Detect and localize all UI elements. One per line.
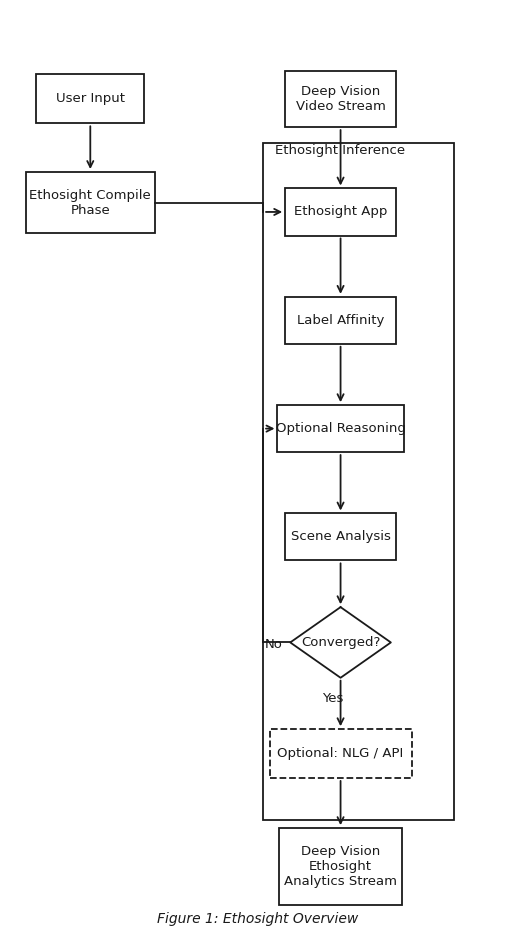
Text: Ethosight Inference: Ethosight Inference xyxy=(276,144,406,157)
Text: Deep Vision
Ethosight
Analytics Stream: Deep Vision Ethosight Analytics Stream xyxy=(284,845,397,888)
Bar xyxy=(285,188,396,236)
Polygon shape xyxy=(290,608,391,678)
Bar xyxy=(285,513,396,560)
Text: User Input: User Input xyxy=(56,92,125,106)
Text: Label Affinity: Label Affinity xyxy=(297,314,384,327)
Text: Ethosight Compile
Phase: Ethosight Compile Phase xyxy=(29,188,151,217)
Text: Converged?: Converged? xyxy=(301,636,380,649)
Bar xyxy=(285,297,396,344)
Text: Figure 1: Ethosight Overview: Figure 1: Ethosight Overview xyxy=(157,912,359,926)
Bar xyxy=(285,71,396,127)
Text: Deep Vision
Video Stream: Deep Vision Video Stream xyxy=(296,85,385,113)
Text: Optional: NLG / API: Optional: NLG / API xyxy=(278,747,404,760)
Bar xyxy=(26,171,155,233)
Text: Yes: Yes xyxy=(322,692,344,706)
Bar xyxy=(279,828,402,905)
Bar xyxy=(36,74,144,123)
Bar xyxy=(278,405,404,452)
Bar xyxy=(263,143,454,820)
Text: Optional Reasoning: Optional Reasoning xyxy=(276,422,406,435)
Text: No: No xyxy=(265,638,282,651)
Text: Scene Analysis: Scene Analysis xyxy=(291,530,391,544)
Text: Ethosight App: Ethosight App xyxy=(294,205,387,219)
Bar xyxy=(269,729,412,778)
